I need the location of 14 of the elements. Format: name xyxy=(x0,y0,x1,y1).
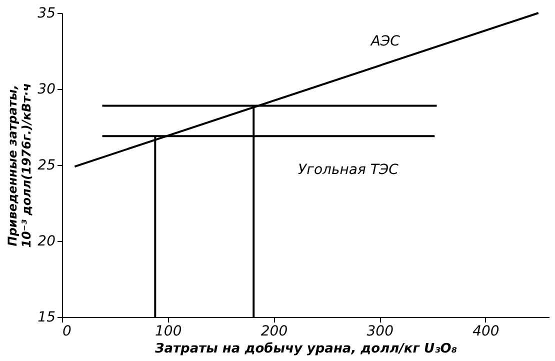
y-tick-label: 25 xyxy=(38,158,56,174)
y-tick-label: 20 xyxy=(38,234,56,250)
series-label: АЭС xyxy=(370,34,400,50)
x-axis-title: Затраты на добычу урана, долл/кг U₃O₈ xyxy=(154,342,458,356)
y-tick-label: 30 xyxy=(38,82,56,98)
y-axis-title: Приведенные затраты, 10⁻³ долл(1976г.)/кВт·ч xyxy=(6,83,34,248)
x-tick-label: 200 xyxy=(260,324,288,340)
y-tick-label: 15 xyxy=(38,310,56,326)
y-tick-label: 35 xyxy=(38,6,56,22)
x-tick-label: 400 xyxy=(472,324,500,340)
x-tick-label: 0 xyxy=(62,324,72,340)
x-tick-label: 100 xyxy=(155,324,182,340)
x-tick-label: 300 xyxy=(366,324,394,340)
series-label: Угольная ТЭС xyxy=(298,162,399,178)
